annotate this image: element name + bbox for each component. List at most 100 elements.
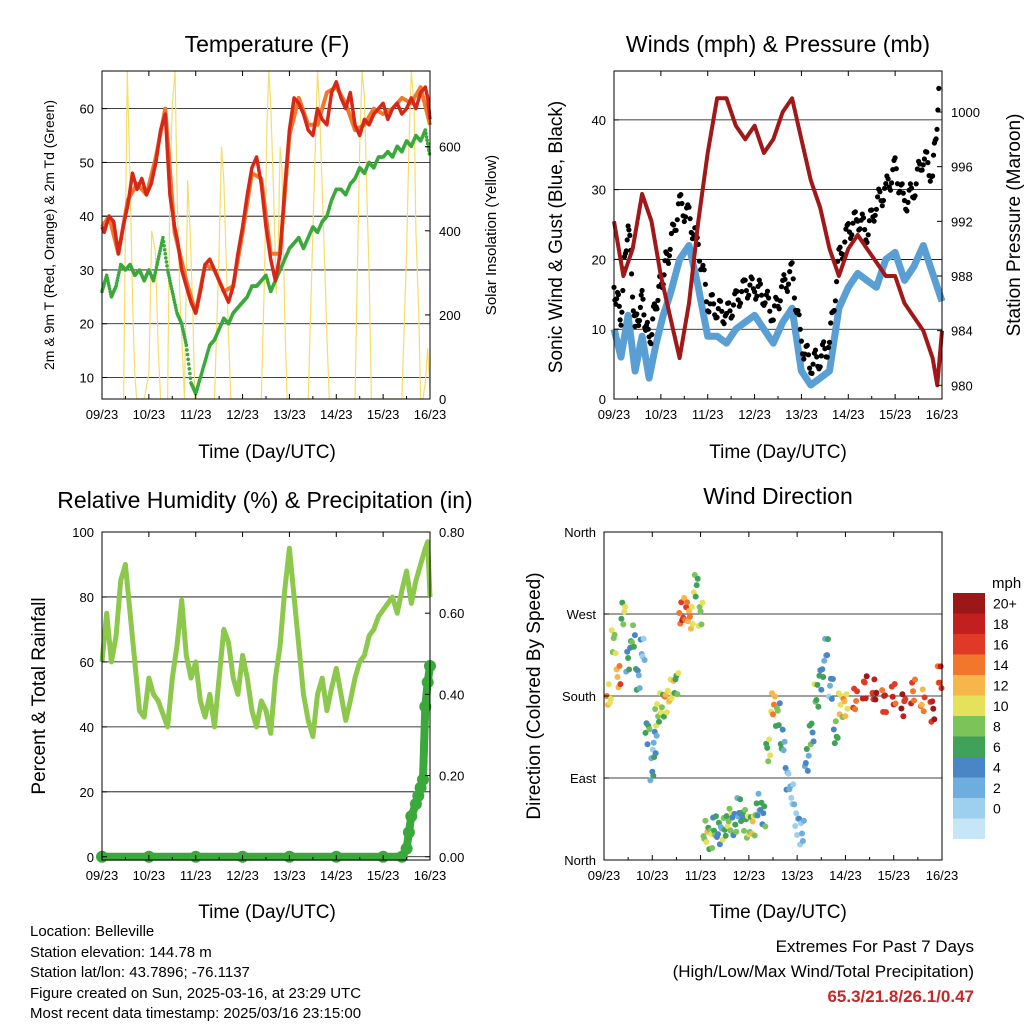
y2-tick-label: 1000 [951, 105, 980, 120]
direction-point [681, 595, 688, 601]
gust-point [887, 187, 894, 193]
x-tick-label: 13/23 [273, 407, 306, 422]
direction-point [818, 686, 825, 693]
precip-line [98, 662, 434, 861]
dewpoint-point [164, 260, 169, 264]
gust-point [623, 248, 629, 254]
gust-point [893, 166, 899, 172]
direction-point [702, 817, 709, 824]
latest-text: Most recent data timestamp: 2025/03/16 2… [30, 1005, 362, 1022]
dewpoint-point [167, 276, 172, 280]
direction-point [792, 823, 799, 829]
gust-point [629, 294, 636, 300]
x-tick-label: 10/23 [133, 407, 166, 422]
dewpoint-point [188, 371, 192, 376]
y2-tick-label: 0.60 [439, 606, 464, 621]
x-tick-label: 16/23 [926, 407, 959, 422]
colorbar-swatch [953, 654, 985, 675]
direction-point [861, 679, 868, 686]
y-tick-label: 80 [80, 590, 94, 605]
gust-point [812, 347, 819, 353]
direction-point [873, 689, 880, 696]
gust-point [791, 295, 798, 301]
temperature-title: Temperature (F) [185, 31, 350, 57]
dewpoint-point [107, 287, 112, 291]
direction-point [892, 700, 899, 707]
direction-point [644, 741, 651, 748]
y-tick-label: North [564, 525, 596, 540]
gust-point [869, 207, 875, 213]
direction-point [779, 726, 786, 733]
winds-panel: Winds (mph) & Pressure (mb) 09/23 10/23 11… [546, 31, 1024, 463]
dewpoint-point [156, 257, 160, 262]
gust-point [781, 272, 787, 278]
gust-point [776, 306, 782, 312]
gust-point [667, 246, 673, 252]
colorbar-title: mph [992, 575, 1021, 592]
colorbar-swatch [953, 695, 985, 716]
gust-point [837, 244, 843, 250]
y-tick-label: 0 [87, 850, 94, 865]
direction-point [688, 604, 695, 610]
gust-point [752, 289, 758, 295]
colorbar-swatch [953, 634, 985, 655]
direction-point [612, 650, 619, 657]
gust-point [809, 370, 815, 376]
gust-point [920, 162, 926, 168]
humidity-series [96, 539, 436, 863]
direction-point [821, 657, 828, 664]
x-tick-label: 15/23 [367, 868, 400, 883]
gust-point [729, 313, 735, 319]
gust-point [686, 204, 692, 210]
insolation-line [123, 70, 431, 400]
gust-point [933, 136, 939, 142]
direction-point [820, 674, 827, 680]
x-tick-label: 12/23 [226, 407, 259, 422]
gust-point [826, 339, 833, 345]
dewpoint-point [157, 254, 161, 259]
gust-point [615, 291, 622, 298]
gust-point [871, 218, 877, 224]
gust-point [638, 292, 644, 298]
gust-point [877, 189, 883, 195]
direction-point [676, 610, 683, 616]
dewpoint-point [157, 252, 162, 256]
dewpoint-point [181, 330, 186, 334]
gust-point [696, 258, 703, 264]
colorbar-label: 0 [993, 801, 1001, 817]
direction-point [834, 734, 841, 741]
direction-point [650, 772, 657, 779]
gust-point [825, 344, 832, 351]
humidity-title: Relative Humidity (%) & Precipitation (i… [57, 487, 472, 513]
direction-point [891, 681, 898, 687]
direction-point [900, 713, 907, 720]
direction-point [684, 599, 691, 606]
gust-point [637, 304, 644, 310]
gust-point [905, 199, 911, 205]
x-tick-label: 12/23 [733, 868, 766, 883]
pressure-line [612, 96, 944, 388]
dewpoint-point [168, 278, 172, 283]
wind-line [610, 242, 946, 389]
direction-point [611, 631, 618, 638]
gust-point [701, 267, 707, 273]
x-tick-label: 11/23 [685, 868, 717, 883]
gust-point [930, 152, 937, 158]
dewpoint-point [424, 135, 429, 139]
dewpoint-point [164, 256, 168, 260]
extremes-subtitle: (High/Low/Max Wind/Total Precipitation) [672, 962, 974, 981]
direction-point [760, 810, 767, 817]
gust-point [626, 227, 632, 233]
gust-point [892, 155, 898, 161]
direction-point [830, 726, 837, 733]
direction-point [619, 599, 626, 606]
direction-axes: 09/23 10/23 11/23 12/23 13/23 14/23 15/23 16/23… [562, 525, 958, 883]
direction-point [931, 716, 938, 723]
dewpoint-point [172, 297, 176, 302]
direction-point [832, 718, 839, 725]
extremes-box: Extremes For Past 7 Days (High/Low/Max W… [673, 934, 974, 1009]
gust-point [899, 181, 905, 187]
direction-point [775, 722, 782, 729]
gust-point [862, 227, 868, 233]
